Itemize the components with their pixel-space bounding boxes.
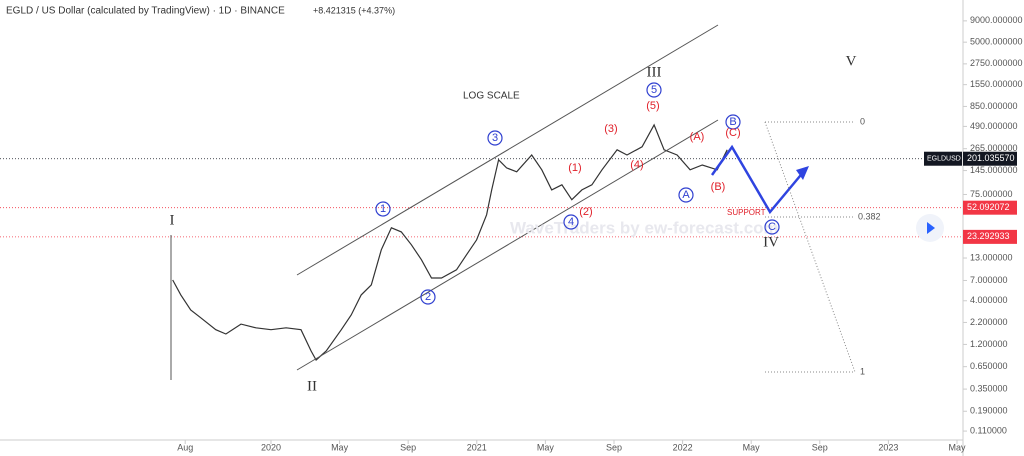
annotation: (5) [646, 100, 659, 112]
arrow [796, 166, 809, 180]
label-circle [678, 187, 694, 203]
annotation: I [170, 212, 175, 228]
y-tick-label: 2750.000000 [970, 58, 1023, 68]
label-circle [375, 201, 391, 217]
y-tick-label: 1.200000 [970, 339, 1008, 349]
label-circle [646, 82, 662, 98]
price-label: 52.092072 [967, 202, 1010, 212]
channel [296, 24, 719, 276]
annotation: (3) [604, 123, 617, 135]
x-tick-label: 2021 [467, 442, 487, 452]
y-tick-label: 145.000000 [970, 165, 1018, 175]
x-tick-label: Sep [812, 442, 828, 452]
annotation: 5 [651, 84, 657, 96]
annotation: (1) [568, 162, 581, 174]
annotation: 1 [380, 203, 386, 215]
annotation: 0 [860, 116, 865, 126]
price-label: 23.292933 [967, 231, 1010, 241]
annotation: 2 [425, 291, 431, 303]
label-circle [487, 130, 503, 146]
y-tick-label: 850.000000 [970, 101, 1018, 111]
annotation: II [307, 378, 317, 394]
label-circle [563, 214, 579, 230]
price-label: 201.035570 [967, 153, 1015, 163]
annotation: (B) [711, 181, 726, 193]
annotation: 4 [568, 216, 574, 228]
label-circle [420, 289, 436, 305]
x-tick-label: May [948, 442, 966, 452]
x-tick-label: May [743, 442, 761, 452]
annotation: (C) [725, 127, 740, 139]
x-tick-label: Sep [400, 442, 416, 452]
label-circle [764, 219, 780, 235]
annotation: LOG SCALE [463, 91, 520, 102]
y-tick-label: 265.000000 [970, 143, 1018, 153]
price-line-series [172, 123, 728, 361]
annotation: 0.382 [858, 211, 881, 221]
annotation: IV [763, 234, 779, 250]
annotation: B [729, 116, 736, 128]
y-tick-label: 9000.000000 [970, 15, 1023, 25]
annotation: A [682, 189, 690, 201]
y-tick-label: 2.200000 [970, 317, 1008, 327]
fib [764, 121, 856, 373]
channel [296, 119, 719, 371]
y-tick-label: 0.110000 [970, 425, 1007, 435]
y-tick-label: 13.000000 [970, 252, 1013, 262]
x-tick-label: 2023 [878, 442, 898, 452]
annotation: V [846, 53, 857, 69]
annotation: (A) [690, 131, 705, 143]
annotation: III [647, 64, 662, 80]
y-tick-label: 0.350000 [970, 383, 1008, 393]
x-tick-label: 2022 [673, 442, 693, 452]
y-tick-label: 0.190000 [970, 406, 1008, 416]
x-tick-label: May [537, 442, 555, 452]
price-tag [963, 229, 1017, 244]
y-tick-label: 0.650000 [970, 361, 1008, 371]
x-tick-label: May [331, 442, 349, 452]
symbol-label: EGLDUSD [927, 156, 961, 163]
annotation: WaveTraders by ew-forecast.com [510, 218, 779, 237]
projection [710, 144, 806, 215]
y-tick-label: 75.000000 [970, 189, 1013, 199]
y-tick-label: 4.000000 [970, 295, 1008, 305]
x-tick-label: Aug [177, 442, 193, 452]
title: EGLD / US Dollar (calculated by TradingV… [6, 6, 285, 17]
annotation: 3 [492, 132, 498, 144]
price-tag [963, 151, 1017, 166]
y-tick-label: 1550.000000 [970, 79, 1023, 89]
y-tick-label: 7.000000 [970, 275, 1008, 285]
annotation: 1 [860, 366, 865, 376]
y-tick-label: 490.000000 [970, 121, 1018, 131]
x-tick-label: Sep [606, 442, 622, 452]
x-tick-label: 2020 [261, 442, 281, 452]
annotation: (4) [630, 159, 643, 171]
annotation: C [768, 221, 776, 233]
y-tick-label: 5000.000000 [970, 37, 1023, 47]
price-tag [963, 200, 1017, 215]
symbol-tag [924, 151, 962, 166]
button-icon [927, 222, 935, 234]
change: +8.421315 (+4.37%) [313, 5, 395, 15]
annotation: SUPPORT [727, 208, 766, 217]
label-circle [725, 114, 741, 130]
annotation: (2) [579, 206, 592, 218]
